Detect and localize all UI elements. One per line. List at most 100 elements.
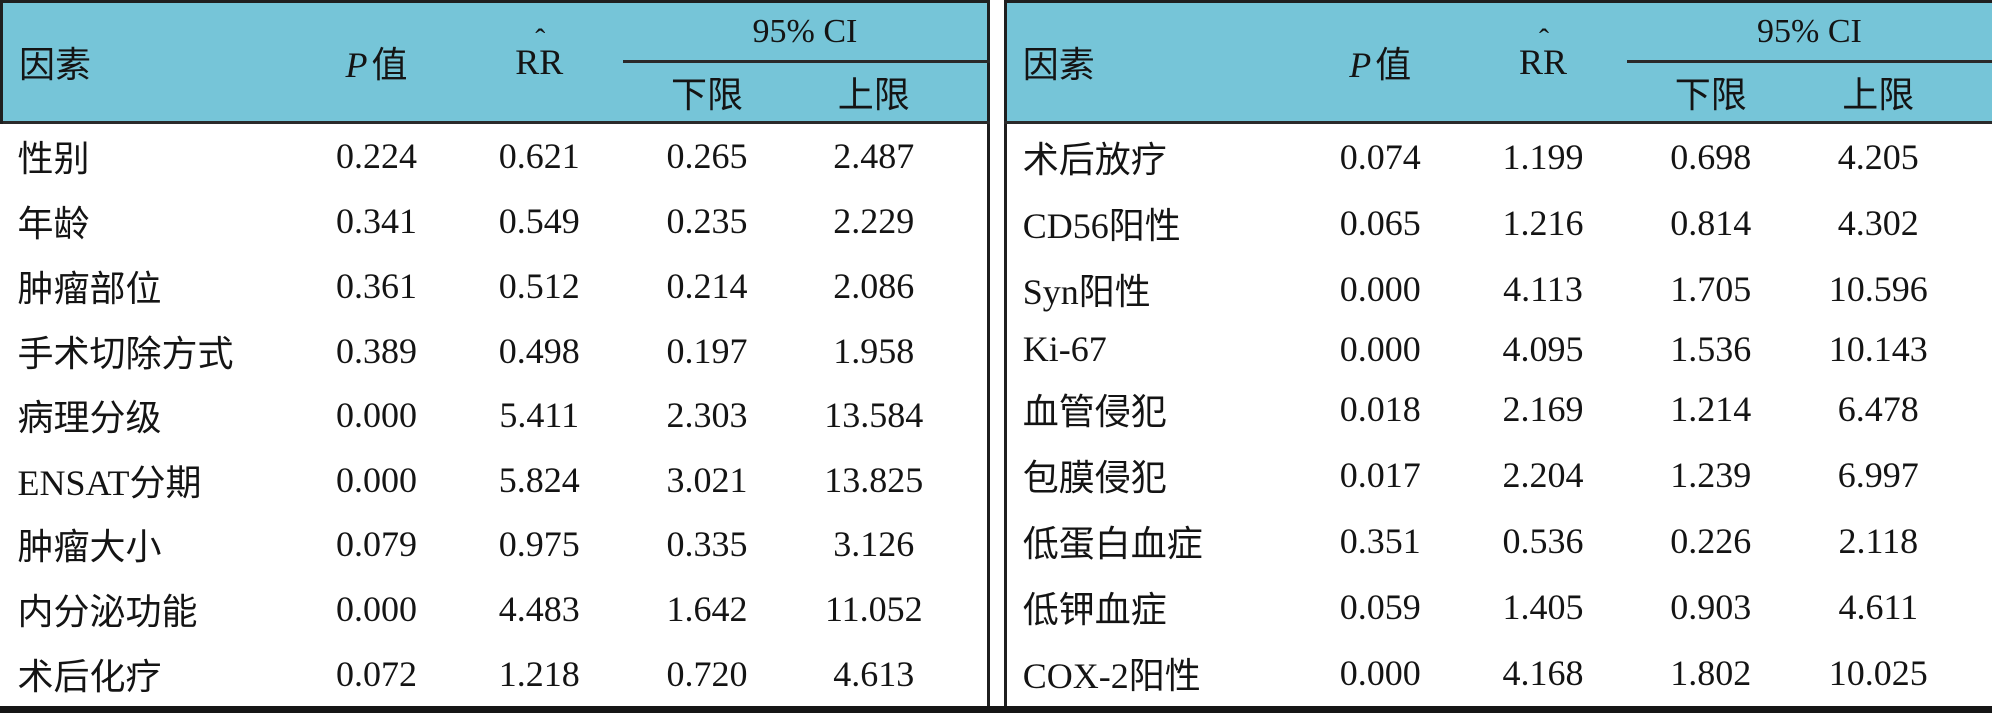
table-row: 年龄 0.341 0.549 0.235 2.229 <box>2 189 989 254</box>
header-factor: 因素 <box>1005 1 1302 123</box>
cell-rr: 0.498 <box>498 330 580 371</box>
cell-factor: 包膜侵犯 <box>1022 457 1167 498</box>
cell-rr: 0.536 <box>1502 520 1584 561</box>
table-row: 术后放疗 0.074 1.199 0.698 4.205 <box>1005 123 1992 191</box>
table-row: COX-2阳性 0.000 4.168 1.802 10.025 <box>1005 640 1992 706</box>
cell-p: 0.361 <box>335 265 417 306</box>
cell-lower: 3.021 <box>666 459 748 500</box>
cell-rr: 4.113 <box>1503 269 1583 310</box>
cell-upper: 6.997 <box>1837 454 1919 495</box>
cell-p: 0.000 <box>1339 652 1421 693</box>
cell-lower: 1.802 <box>1670 652 1752 693</box>
cell-rr: 1.199 <box>1502 137 1584 178</box>
rr-hat-accent: ˆ <box>535 23 546 57</box>
header-rr-label: RR <box>1518 42 1568 82</box>
cell-upper: 3.126 <box>833 524 915 565</box>
table-body-right: 术后放疗 0.074 1.199 0.698 4.205 CD56阳性 0.065 1.216… <box>1005 123 1992 707</box>
table-row: Ki-67 0.000 4.095 1.536 10.143 <box>1005 322 1992 375</box>
cell-upper: 2.118 <box>1838 520 1919 561</box>
cell-rr: 1.218 <box>498 653 580 694</box>
cell-factor: 血管侵犯 <box>1022 391 1167 432</box>
cell-lower: 1.642 <box>666 589 748 630</box>
cell-factor: 低蛋白血症 <box>1022 523 1203 564</box>
cell-factor: 肿瘤大小 <box>17 527 162 568</box>
header-ci-lower: 下限 <box>1626 61 1795 123</box>
cell-factor: CD56阳性 <box>1022 206 1181 247</box>
cell-p: 0.065 <box>1339 203 1421 244</box>
header-p-text: 值 <box>1375 45 1412 85</box>
cell-p: 0.017 <box>1339 454 1421 495</box>
header-ci-upper: 上限 <box>790 61 989 123</box>
header-p-symbol: P <box>1349 45 1372 85</box>
table-row: 血管侵犯 0.018 2.169 1.214 6.478 <box>1005 376 1992 442</box>
cell-lower: 0.214 <box>666 265 748 306</box>
header-ci-upper: 上限 <box>1794 61 1992 123</box>
cell-lower: 0.720 <box>666 653 748 694</box>
cell-lower: 0.235 <box>666 201 748 242</box>
header-rr: ˆ RR <box>455 1 624 123</box>
cell-upper: 10.025 <box>1828 652 1928 693</box>
cell-p: 0.341 <box>335 201 417 242</box>
cell-factor: 年龄 <box>17 204 90 245</box>
rr-hat-accent: ˆ <box>1538 23 1549 57</box>
cell-p: 0.079 <box>335 524 417 565</box>
cell-lower: 0.335 <box>666 524 748 565</box>
header-ci-group: 95% CI <box>1626 1 1992 63</box>
header-p-text: 值 <box>371 45 408 85</box>
cell-lower: 2.303 <box>666 395 748 436</box>
cell-rr: 0.621 <box>498 136 580 177</box>
cell-rr: 1.216 <box>1502 203 1584 244</box>
cell-p: 0.000 <box>335 589 417 630</box>
cell-p: 0.351 <box>1339 520 1421 561</box>
cell-lower: 0.903 <box>1670 586 1752 627</box>
table-row: 性别 0.224 0.621 0.265 2.487 <box>2 123 989 189</box>
header-row-sub: 下限 上限 <box>2 61 989 123</box>
cell-factor: Ki-67 <box>1022 329 1107 370</box>
table-row: ENSAT分期 0.000 5.824 3.021 13.825 <box>2 447 989 512</box>
cell-rr: 4.168 <box>1502 652 1584 693</box>
table-body-left: 性别 0.224 0.621 0.265 2.487 年龄 0.341 0.549 0.235 2… <box>2 123 989 707</box>
header-factor: 因素 <box>0 1 298 123</box>
table-row: CD56阳性 0.065 1.216 0.814 4.302 <box>1005 190 1992 256</box>
cell-upper: 1.958 <box>833 330 915 371</box>
cell-p: 0.000 <box>335 395 417 436</box>
cell-p: 0.072 <box>335 653 417 694</box>
table-row: 手术切除方式 0.389 0.498 0.197 1.958 <box>2 318 989 383</box>
cell-p: 0.000 <box>1339 329 1421 370</box>
header-p-symbol: P <box>345 45 368 85</box>
cell-factor: COX-2阳性 <box>1022 655 1201 696</box>
table-row: 包膜侵犯 0.017 2.204 1.239 6.997 <box>1005 442 1992 508</box>
cell-lower: 1.214 <box>1670 388 1752 429</box>
cell-upper: 13.825 <box>824 459 924 500</box>
table-row: 内分泌功能 0.000 4.483 1.642 11.052 <box>2 577 989 642</box>
cell-p: 0.389 <box>335 330 417 371</box>
cell-rr: 4.095 <box>1502 329 1584 370</box>
cell-lower: 1.705 <box>1670 269 1752 310</box>
cell-upper: 2.487 <box>833 136 915 177</box>
cell-lower: 0.226 <box>1670 520 1752 561</box>
cell-rr: 0.549 <box>498 201 580 242</box>
cell-factor: 术后化疗 <box>17 656 162 697</box>
cell-factor: 手术切除方式 <box>17 333 234 374</box>
cell-factor: 肿瘤部位 <box>17 268 162 309</box>
cell-lower: 0.197 <box>666 330 748 371</box>
cell-rr: 2.204 <box>1502 454 1584 495</box>
cell-rr: 1.405 <box>1502 586 1584 627</box>
cell-rr: 2.169 <box>1502 388 1584 429</box>
cell-rr: 0.512 <box>498 265 580 306</box>
cell-upper: 2.086 <box>833 265 915 306</box>
cell-factor: Syn阳性 <box>1022 272 1151 313</box>
table-row: 低蛋白血症 0.351 0.536 0.226 2.118 <box>1005 508 1992 574</box>
table-row: 低钾血症 0.059 1.405 0.903 4.611 <box>1005 574 1992 640</box>
cell-lower: 0.265 <box>666 136 748 177</box>
cell-upper: 2.229 <box>833 201 915 242</box>
cell-factor: 性别 <box>17 139 90 180</box>
cell-rr: 5.824 <box>498 459 580 500</box>
cell-lower: 1.239 <box>1670 454 1752 495</box>
